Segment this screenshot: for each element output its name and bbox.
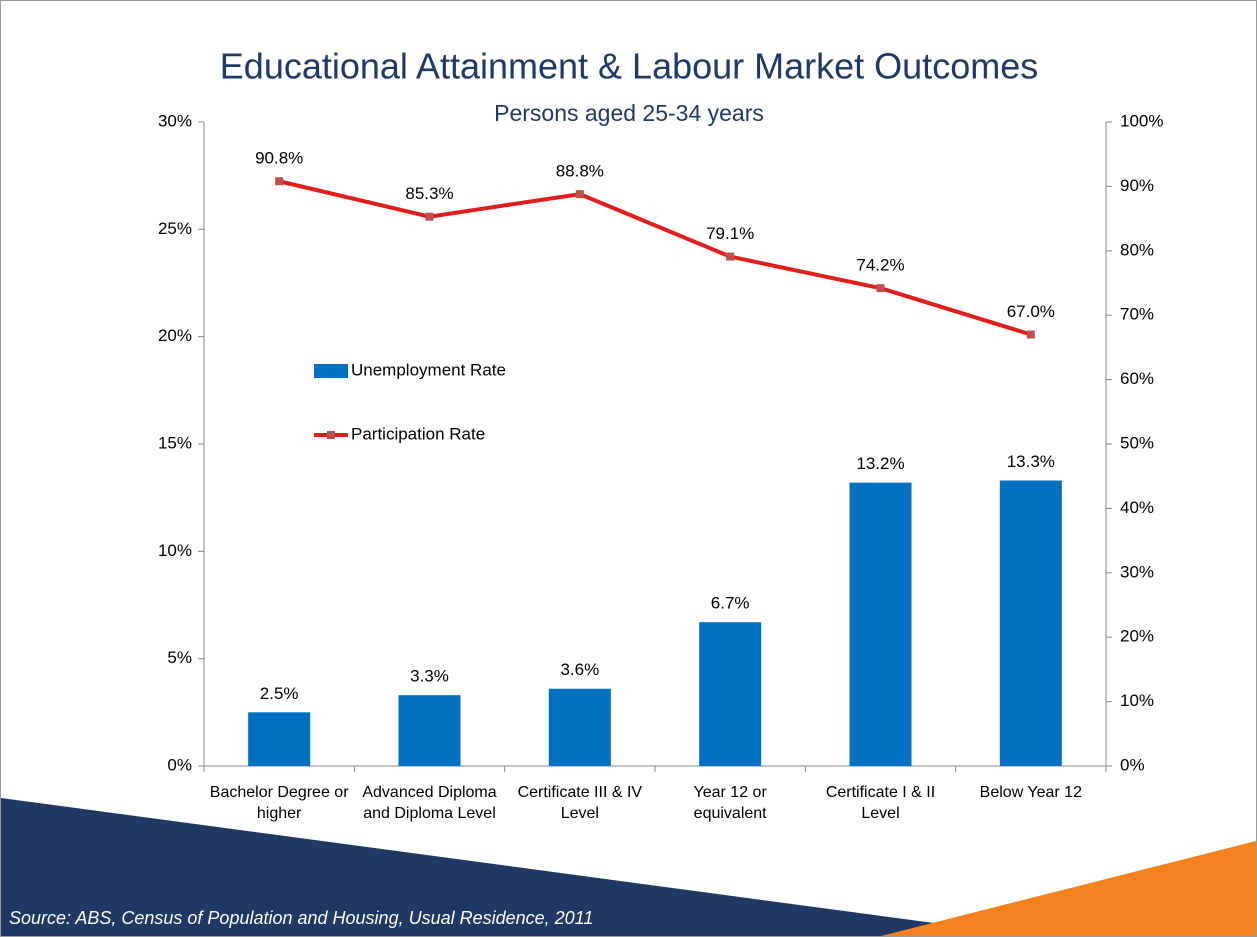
data-label: 67.0% [1007,302,1055,321]
y2-tick-label: 0% [1120,755,1145,774]
y-tick-label: 10% [158,541,192,560]
chart-title: Educational Attainment & Labour Market O… [220,46,1038,87]
line-marker [876,284,885,293]
bar [548,688,611,766]
data-label: 85.3% [405,184,453,203]
data-label: 74.2% [856,256,904,275]
bar [398,695,461,766]
bar [248,712,311,766]
data-label: 13.2% [856,454,904,473]
y2-tick-label: 90% [1120,176,1154,195]
legend-swatch [327,431,335,439]
data-label: 90.8% [255,149,303,168]
y2-tick-label: 30% [1120,562,1154,581]
x-tick-label: Certificate III & IV Level [517,784,643,822]
data-label: 13.3% [1007,452,1055,471]
y-tick-label: 25% [158,219,192,238]
legend-label: Participation Rate [351,424,485,443]
x-tick-label: Advanced Diploma and Diploma Level [362,784,497,822]
data-label: 3.6% [560,660,599,679]
y-tick-label: 15% [158,433,192,452]
line-marker [1026,330,1035,339]
x-tick-label: Year 12 or equivalent [693,784,767,822]
line-marker [726,252,735,261]
y2-tick-label: 70% [1120,305,1154,324]
legend-label: Unemployment Rate [351,360,506,379]
line-marker [575,190,584,199]
source-note: Source: ABS, Census of Population and Ho… [9,908,593,928]
line [278,179,1032,337]
x-tick-label: Bachelor Degree or higher [209,784,349,822]
x-tick-label: Below Year 12 [979,784,1082,801]
x-tick-label: Certificate I & II Level [825,784,936,822]
y-tick-label: 20% [158,326,192,345]
y2-tick-label: 20% [1120,627,1154,646]
data-label: 88.8% [556,162,604,181]
y2-tick-label: 60% [1120,369,1154,388]
y2-tick-label: 50% [1120,433,1154,452]
y-tick-label: 0% [167,755,192,774]
data-label: 3.3% [410,667,449,686]
y-tick-label: 5% [167,648,192,667]
legend-swatch [314,364,348,378]
y-tick-label: 30% [158,111,192,130]
line-marker [425,212,434,221]
navy-decoration [1,798,1031,936]
y2-tick-label: 40% [1120,498,1154,517]
data-label: 6.7% [711,594,750,613]
orange-decoration [881,841,1256,936]
bar [999,480,1062,766]
y2-tick-label: 80% [1120,240,1154,259]
line-marker [275,177,284,186]
y2-tick-label: 100% [1120,111,1163,130]
bar [699,622,762,766]
y2-tick-label: 10% [1120,691,1154,710]
data-label: 2.5% [260,684,299,703]
bar [849,482,912,766]
chart-subtitle: Persons aged 25-34 years [494,100,764,126]
data-label: 79.1% [706,224,754,243]
